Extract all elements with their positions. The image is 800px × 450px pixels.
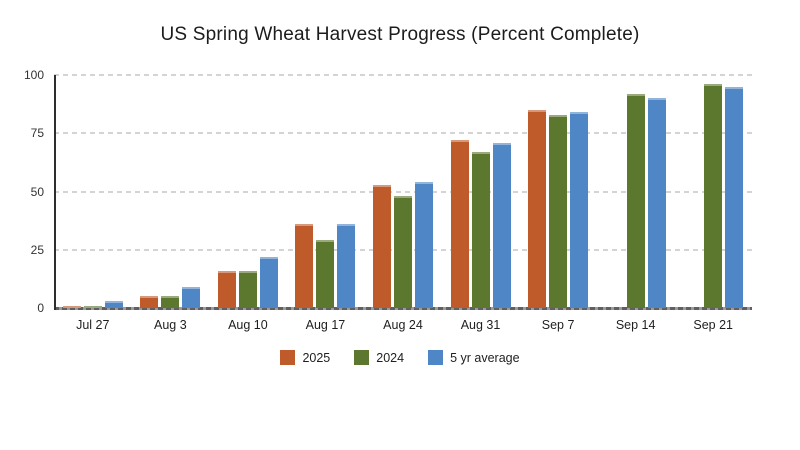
bar	[626, 93, 645, 308]
bar	[414, 182, 433, 308]
bar	[238, 270, 257, 308]
bar	[161, 296, 180, 308]
chart-title: US Spring Wheat Harvest Progress (Percen…	[160, 24, 640, 45]
bar	[62, 305, 81, 308]
x-axis-tick-label: Sep 21	[693, 318, 734, 332]
legend-swatch	[280, 350, 296, 365]
y-axis-tick-label: 75	[30, 126, 44, 141]
x-axis-tick-label: Jul 27	[76, 318, 110, 332]
bar	[83, 305, 102, 308]
legend-item: 5 yr average	[428, 350, 520, 365]
gridline	[54, 74, 752, 76]
bar-group	[597, 75, 675, 308]
gridline	[54, 132, 752, 135]
bar	[704, 84, 723, 308]
x-axis-baseline	[54, 307, 752, 310]
bar	[393, 196, 412, 308]
y-axis-tick-label: 0	[37, 301, 44, 315]
bar	[104, 301, 123, 308]
bar	[450, 140, 469, 308]
y-axis-tick-label: 50	[30, 184, 44, 199]
x-axis-tick-label: Sep 14	[615, 318, 656, 332]
legend-label: 5 yr average	[450, 350, 520, 365]
bar	[182, 287, 201, 308]
bar	[217, 270, 236, 308]
y-axis-line	[54, 75, 56, 310]
legend-label: 2025	[302, 350, 331, 365]
bar	[471, 151, 490, 308]
bar	[316, 240, 335, 308]
x-axis-tick-label: Aug 10	[228, 318, 268, 332]
bar	[725, 86, 744, 308]
bar-group	[209, 75, 287, 308]
bar	[647, 98, 666, 308]
legend-item: 2025	[280, 350, 330, 365]
x-axis-tick-label: Aug 31	[460, 318, 501, 332]
bar-group	[54, 75, 132, 308]
x-axis-tick-label: Aug 17	[305, 318, 346, 332]
bar	[259, 256, 278, 308]
legend-swatch	[354, 350, 370, 365]
bar-group	[674, 75, 752, 308]
bar	[549, 114, 568, 308]
y-axis-tick-label: 25	[30, 242, 44, 257]
bar	[140, 296, 159, 308]
bar-group	[364, 75, 442, 308]
x-axis-tick-label: Aug 24	[383, 318, 423, 332]
bar	[337, 224, 356, 308]
legend-label: 2024	[376, 350, 405, 365]
bar	[492, 142, 511, 308]
bar-group	[132, 75, 210, 308]
gridline	[54, 190, 752, 193]
legend-swatch	[428, 350, 444, 365]
bar-group	[287, 75, 365, 308]
bar	[295, 224, 314, 308]
legend-item: 2024	[354, 350, 404, 365]
bar	[528, 109, 547, 308]
x-axis-tick-label: Sep 7	[541, 318, 575, 332]
bar	[570, 112, 589, 308]
y-axis-tick-label: 100	[23, 68, 44, 82]
legend: 2025 2024 5 yr average	[0, 350, 800, 365]
bar-group	[442, 75, 520, 308]
bar-group	[519, 75, 597, 308]
bar	[372, 184, 391, 308]
x-axis-tick-label: Aug 3	[153, 318, 187, 332]
